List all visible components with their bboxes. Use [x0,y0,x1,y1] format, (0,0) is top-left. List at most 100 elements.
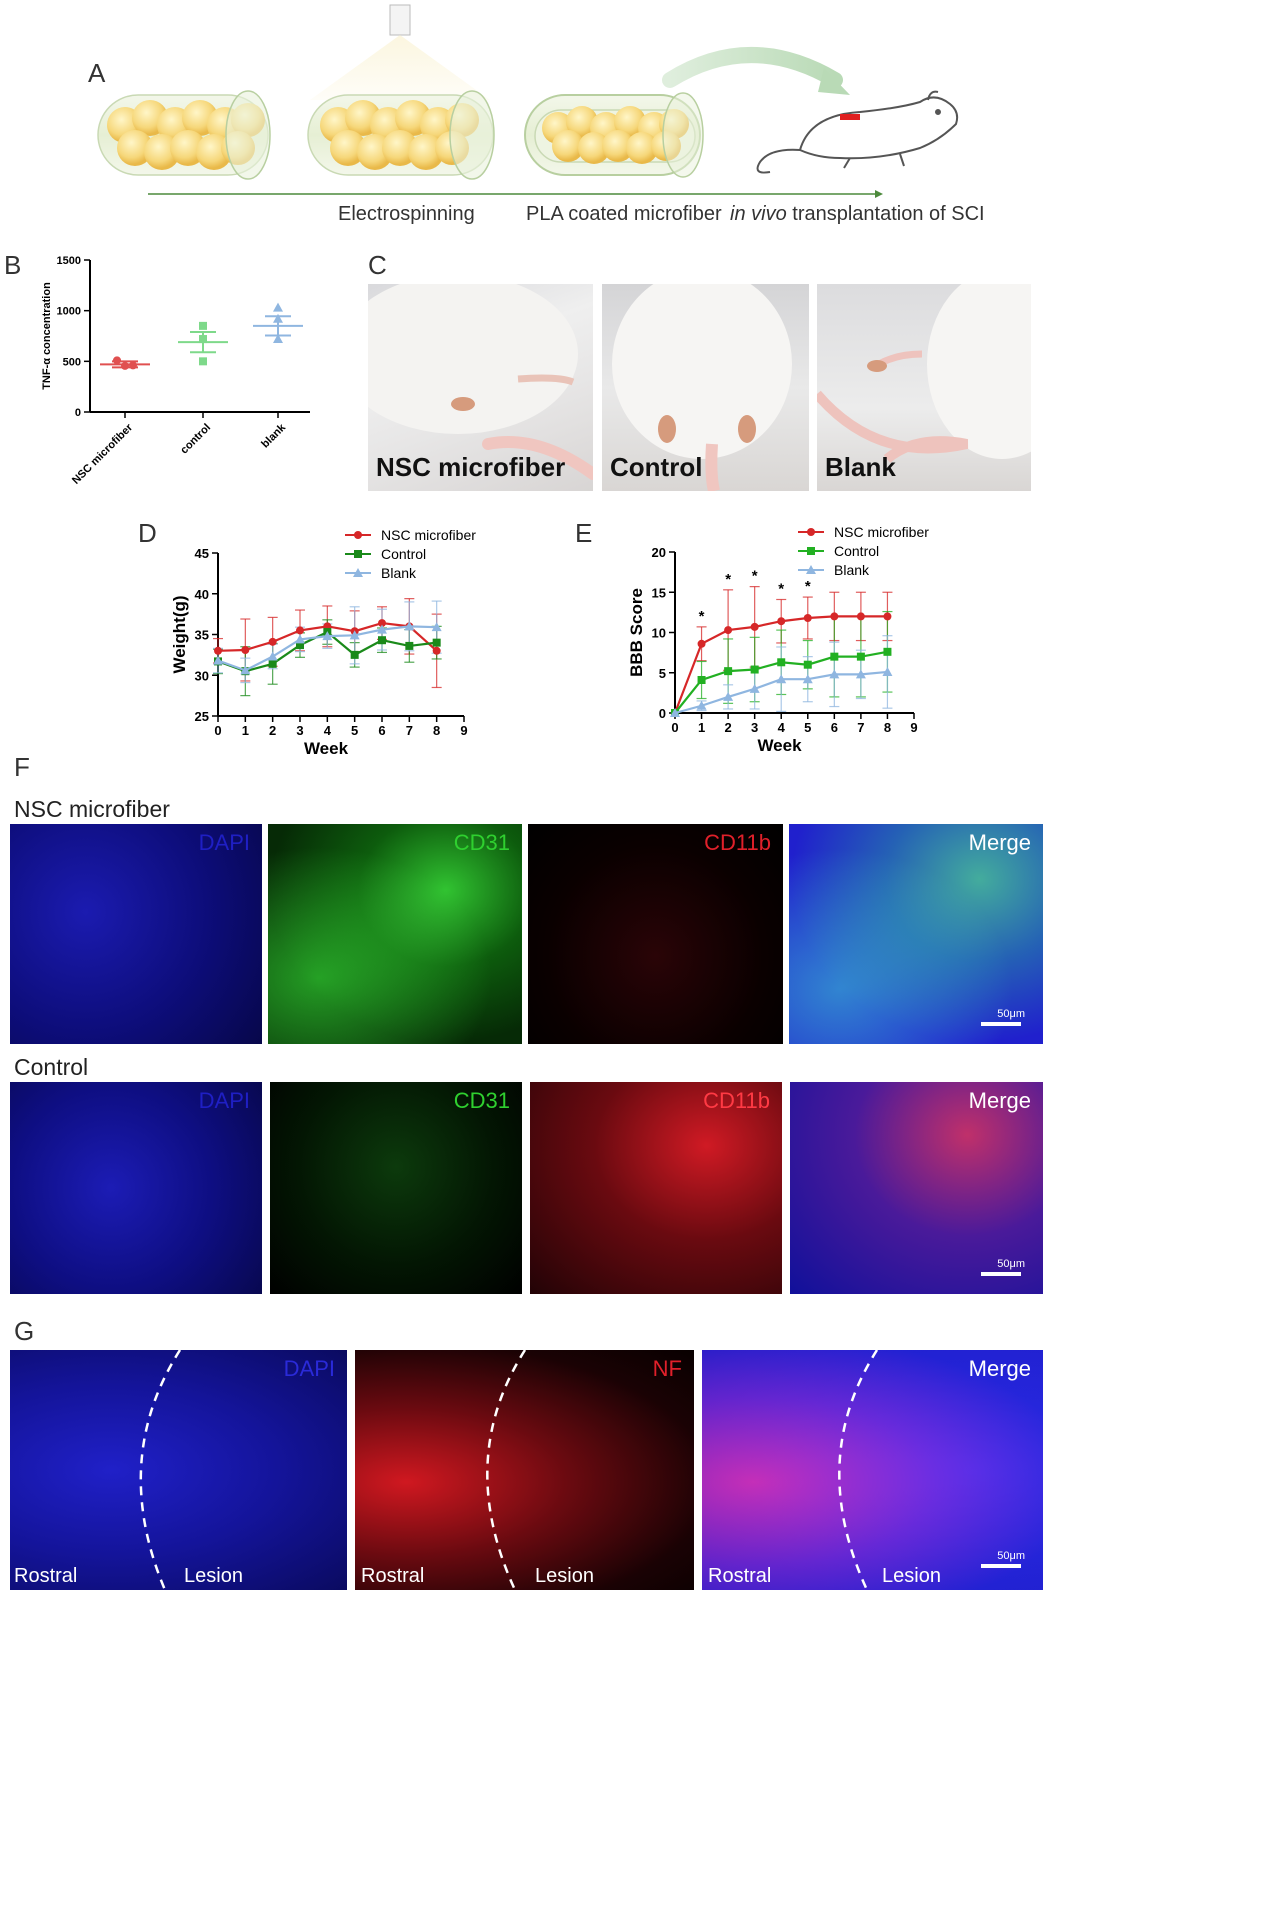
x-tick-label: 7 [406,723,413,738]
label-cd31: CD31 [453,1088,510,1113]
data-point [404,621,415,631]
data-point [432,638,441,647]
data-point [830,652,839,661]
label-lesion: Lesion [882,1565,941,1587]
data-point [296,626,304,635]
data-point [856,612,865,621]
label-dapi: DAPI [283,1356,335,1381]
significance-star: * [805,578,811,595]
data-point [273,313,283,323]
curved-arrow-icon [662,47,850,95]
data-point [724,667,733,676]
x-tick-label: 3 [751,720,758,735]
y-tick-label: 5 [659,666,666,681]
y-tick-label: 15 [652,585,666,600]
caption-control: Control [610,452,703,482]
significance-star: * [752,568,758,585]
y-tick-label: 25 [195,709,209,724]
panel-label-a: A [88,58,106,88]
data-point [322,631,333,641]
if-nsc-dapi: DAPI [10,824,262,1044]
scale-bar [981,1022,1021,1026]
legend-marker [353,568,363,577]
x-tick-label: 1 [242,723,249,738]
data-point [199,321,207,330]
y-axis-label: Weight(g) [170,595,189,673]
y-tick-label: 1000 [57,306,81,318]
row-label-nsc-microfiber: NSC microfiber [14,796,170,822]
label-lesion: Lesion [184,1565,243,1587]
bbb-score-chart: 0 5 10 15 20 0 1 2 3 4 5 6 7 8 9 Week BBB Score * * * * * NSC … [627,524,929,755]
if-nsc-merge: Merge 50μm [789,824,1043,1044]
legend-label: Control [834,543,879,559]
y-tick-label: 10 [652,626,666,641]
data-point [829,669,840,679]
photo-blank: Blank [817,284,1031,491]
x-tick-label: 0 [214,723,221,738]
label-merge: Merge [968,1088,1031,1113]
data-point [267,651,278,661]
label-cd11b: CD11b [704,830,771,855]
y-tick-label: 500 [63,356,81,368]
label-merge: Merge [968,830,1031,855]
data-point [296,641,304,650]
label-rostral: Rostral [361,1565,425,1587]
if-control-dapi: DAPI [10,1082,262,1294]
step-electrospinning: Electrospinning [338,203,475,225]
data-point [378,636,386,645]
label-dapi: DAPI [198,830,250,855]
x-tick-label: 3 [296,723,303,738]
data-point [350,650,359,659]
data-point [199,357,207,366]
x-tick-label: NSC microfiber [70,421,136,487]
step-transplantation: in vivo transplantation of SCI [730,203,985,225]
label-lesion: Lesion [535,1565,594,1587]
data-point [777,658,786,667]
data-point [113,356,121,365]
x-tick-label: control [178,422,213,457]
data-point [883,647,892,656]
data-point [777,617,786,626]
data-point [349,630,360,640]
x-tick-label: 9 [460,723,467,738]
data-point [883,612,892,621]
legend-label: Control [381,546,426,562]
x-tick-label: 5 [351,723,358,738]
data-point [377,624,387,634]
x-tick-label: 6 [831,720,838,735]
scale-bar [981,1272,1021,1276]
data-point [803,614,812,623]
data-point [432,646,441,655]
x-tick-label: 8 [884,720,891,735]
data-point [750,622,759,631]
schematic-illustration [97,4,959,198]
if-nsc-cd31: CD31 [268,824,522,1044]
scale-text: 50μm [997,1258,1025,1270]
if-g-merge: Merge Rostral Lesion 50μm [702,1350,1043,1590]
panel-label-d: D [138,518,157,548]
y-tick-label: 0 [659,706,666,721]
x-tick-label: 0 [671,720,678,735]
if-g-dapi: DAPI Rostral Lesion [10,1350,347,1590]
panel-label-f: F [14,752,30,782]
data-point [670,708,680,717]
data-point [268,637,277,646]
data-point [803,660,812,669]
label-rostral: Rostral [14,1565,78,1587]
panel-label-e: E [575,518,593,548]
data-point [121,361,129,370]
data-point [129,361,137,370]
legend-label: Blank [834,562,870,578]
data-point [723,691,734,701]
data-point [802,674,813,684]
x-tick-label: 4 [778,720,786,735]
data-point [882,666,893,676]
data-point [213,655,223,665]
data-point [214,646,222,655]
panel-label-b: B [4,250,22,280]
photo-control: Control [602,284,809,491]
significance-star: * [725,571,731,588]
data-point [696,700,707,710]
data-point [697,675,706,684]
